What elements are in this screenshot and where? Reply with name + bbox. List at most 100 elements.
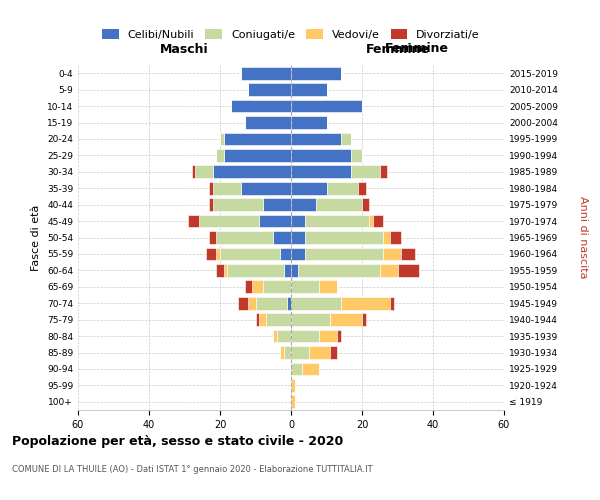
Bar <box>291 214 305 228</box>
Bar <box>362 313 365 326</box>
Bar <box>273 330 277 342</box>
Bar <box>291 166 352 178</box>
Text: Femmine: Femmine <box>385 42 449 54</box>
Bar <box>213 166 291 178</box>
Bar <box>217 149 224 162</box>
Bar <box>287 297 291 310</box>
Bar <box>398 264 419 277</box>
Bar <box>263 280 291 293</box>
Bar <box>352 166 380 178</box>
Bar <box>291 396 295 408</box>
Bar <box>263 198 291 211</box>
Bar <box>291 149 352 162</box>
Bar <box>305 231 383 244</box>
Bar <box>248 83 291 96</box>
Bar <box>227 264 284 277</box>
Bar <box>230 100 291 112</box>
Bar <box>220 248 280 260</box>
Legend: Celibi/Nubili, Coniugati/e, Vedovi/e, Divorziati/e: Celibi/Nubili, Coniugati/e, Vedovi/e, Di… <box>102 29 480 40</box>
Bar <box>291 67 341 80</box>
Text: Maschi: Maschi <box>160 44 209 57</box>
Bar <box>241 67 291 80</box>
Bar <box>252 280 263 293</box>
Bar <box>248 297 256 310</box>
Bar <box>352 149 362 162</box>
Bar <box>358 182 365 194</box>
Text: Popolazione per età, sesso e stato civile - 2020: Popolazione per età, sesso e stato civil… <box>12 435 343 448</box>
Bar <box>291 132 341 145</box>
Bar <box>209 231 217 244</box>
Bar <box>284 346 291 359</box>
Bar <box>280 346 284 359</box>
Bar <box>319 280 337 293</box>
Bar <box>326 182 358 194</box>
Bar <box>330 313 362 326</box>
Bar <box>316 198 362 211</box>
Bar <box>245 116 291 129</box>
Bar <box>220 132 224 145</box>
Bar <box>291 280 319 293</box>
Bar <box>291 297 341 310</box>
Bar <box>309 346 330 359</box>
Bar <box>319 330 337 342</box>
Bar <box>291 264 298 277</box>
Y-axis label: Anni di nascita: Anni di nascita <box>578 196 587 279</box>
Bar <box>213 182 241 194</box>
Bar <box>213 198 263 211</box>
Bar <box>291 100 362 112</box>
Bar <box>291 346 309 359</box>
Bar <box>259 214 291 228</box>
Bar <box>291 83 326 96</box>
Bar <box>259 313 266 326</box>
Bar <box>273 231 291 244</box>
Bar <box>291 198 316 211</box>
Bar <box>302 362 319 376</box>
Bar <box>291 330 319 342</box>
Y-axis label: Fasce di età: Fasce di età <box>31 204 41 270</box>
Bar <box>224 149 291 162</box>
Bar <box>341 297 391 310</box>
Bar <box>209 198 213 211</box>
Bar <box>305 214 369 228</box>
Bar <box>284 264 291 277</box>
Bar <box>224 132 291 145</box>
Bar <box>383 231 391 244</box>
Bar <box>280 248 291 260</box>
Bar <box>383 248 401 260</box>
Bar <box>291 116 326 129</box>
Bar <box>369 214 373 228</box>
Bar <box>291 313 330 326</box>
Bar <box>195 166 213 178</box>
Bar <box>188 214 199 228</box>
Bar <box>217 231 273 244</box>
Bar <box>380 166 387 178</box>
Bar <box>291 231 305 244</box>
Bar <box>256 297 287 310</box>
Bar <box>238 297 248 310</box>
Bar <box>373 214 383 228</box>
Bar <box>291 379 295 392</box>
Bar <box>217 248 220 260</box>
Bar <box>341 132 352 145</box>
Bar <box>277 330 291 342</box>
Bar <box>191 166 195 178</box>
Bar <box>291 182 326 194</box>
Bar <box>391 231 401 244</box>
Bar <box>291 248 305 260</box>
Bar <box>217 264 224 277</box>
Bar <box>362 198 369 211</box>
Bar <box>298 264 380 277</box>
Bar <box>337 330 341 342</box>
Bar <box>209 182 213 194</box>
Bar <box>391 297 394 310</box>
Bar <box>291 362 302 376</box>
Bar <box>256 313 259 326</box>
Bar <box>380 264 398 277</box>
Text: COMUNE DI LA THUILE (AO) - Dati ISTAT 1° gennaio 2020 - Elaborazione TUTTITALIA.: COMUNE DI LA THUILE (AO) - Dati ISTAT 1°… <box>12 465 373 474</box>
Bar <box>245 280 252 293</box>
Bar <box>266 313 291 326</box>
Bar <box>330 346 337 359</box>
Bar <box>206 248 217 260</box>
Text: Femmine: Femmine <box>365 44 430 57</box>
Bar <box>199 214 259 228</box>
